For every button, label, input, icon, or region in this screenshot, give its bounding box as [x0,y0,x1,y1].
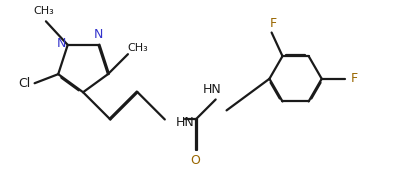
Text: HN: HN [203,83,222,96]
Text: N: N [56,37,66,50]
Text: CH₃: CH₃ [34,6,55,16]
Text: Cl: Cl [18,77,30,90]
Text: O: O [191,154,201,167]
Text: CH₃: CH₃ [128,43,149,53]
Text: F: F [270,17,277,30]
Text: F: F [351,72,358,85]
Text: N: N [94,28,103,41]
Text: HN: HN [176,116,194,129]
